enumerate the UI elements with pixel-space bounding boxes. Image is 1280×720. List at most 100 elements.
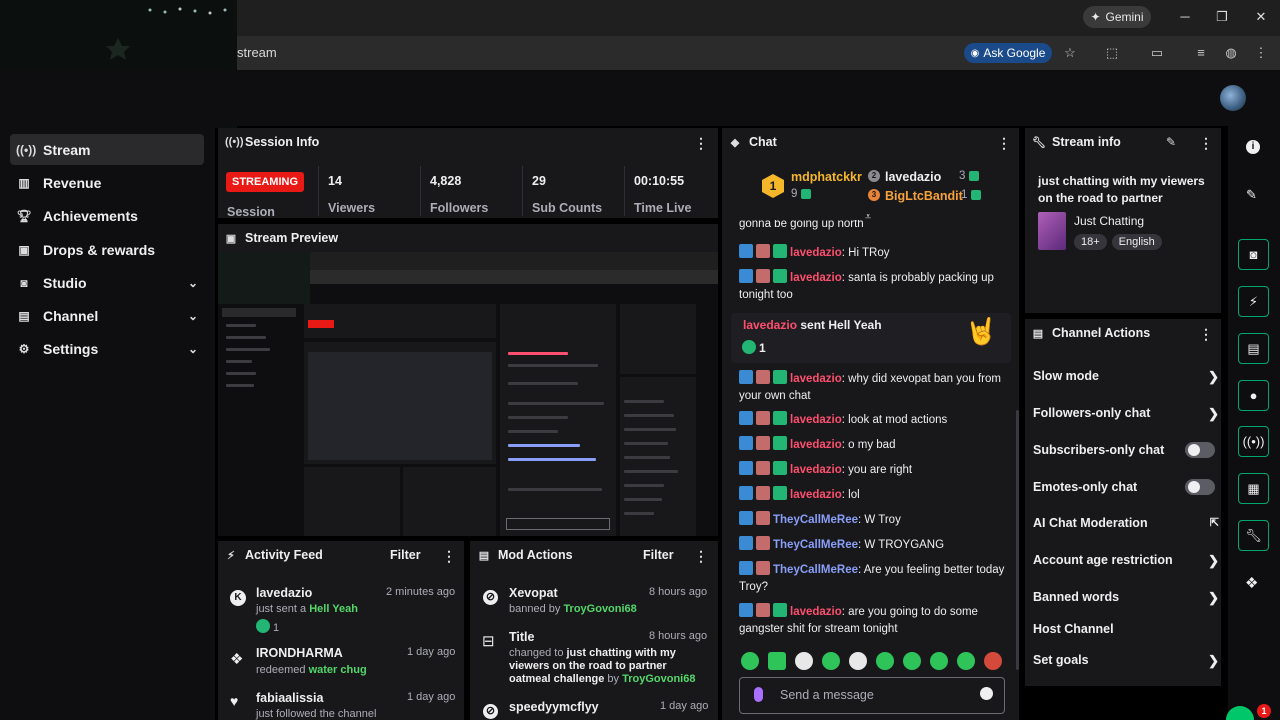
chat-message[interactable]: TheyCallMeRee: Are you feeling better to… [739,561,1015,596]
info-icon[interactable]: i [1246,140,1260,154]
tag-mature[interactable]: 18+ [1074,234,1107,250]
chat-message[interactable]: TheyCallMeRee: W TROYGANG [739,536,1015,554]
chat-scrollbar[interactable] [1016,410,1019,670]
broadcast-button[interactable]: ((•)) [1238,426,1269,457]
emote-icon[interactable] [741,652,759,670]
ask-google-button[interactable]: ◉ Ask Google [964,43,1052,63]
leaderboard-first-name[interactable]: mdphatckkr [791,170,862,184]
minimize-icon[interactable]: ─ [1180,9,1190,24]
reading-list-icon[interactable]: ≡ [1197,45,1205,60]
sidebar-item-achievements[interactable]: 🏆︎ Achievements [10,200,204,231]
sidebar-item-drops[interactable]: ▣ Drops & rewards [10,234,204,265]
emote-icon[interactable] [957,652,975,670]
raid-button[interactable]: ⚡︎ [1238,286,1269,317]
chat-input[interactable] [739,677,1005,714]
browser-menu-icon[interactable]: ⋮ [1254,45,1268,60]
chat-message[interactable]: lavedazio: why did xevopat ban you from … [739,370,1015,405]
emote-icon[interactable] [795,652,813,670]
profile-icon[interactable]: ◍ [1225,45,1237,60]
chat-message[interactable]: lavedazio: lol [739,486,1015,504]
bookmark-star-icon[interactable]: ☆ [1064,45,1076,60]
edit-pencil-icon[interactable]: ✎ [1246,187,1257,202]
mini-ca-line [624,442,668,445]
slow-mode-row[interactable]: Slow mode ❯ [1033,369,1219,384]
emote-icon[interactable] [903,652,921,670]
more-options-icon[interactable]: ⋮ [997,135,1011,151]
more-options-icon[interactable]: ⋮ [1199,326,1213,342]
edit-pencil-icon[interactable]: ✎ [1166,135,1177,149]
add-action-icon[interactable]: ❖ [1245,575,1259,592]
emotes-only-toggle[interactable] [1185,479,1215,495]
more-options-icon[interactable]: ⋮ [694,135,708,151]
feed-item-detail: just sent a Hell Yeah [256,603,358,615]
ai-moderation-row[interactable]: AI Chat Moderation ⇱ [1033,516,1219,530]
emote-icon[interactable] [876,652,894,670]
layout-button[interactable]: ▦ [1238,473,1269,504]
mod-item-name[interactable]: Xevopat [509,586,558,600]
tag-language[interactable]: English [1111,234,1162,250]
account-age-row[interactable]: Account age restriction ❯ [1033,553,1219,568]
gemini-button[interactable]: ✦ Gemini [1083,6,1151,28]
chat-message[interactable]: lavedazio: are you going to do some gang… [739,603,1015,638]
leaderboard-second-name[interactable]: lavedazio [885,170,942,184]
feed-item-name[interactable]: IRONDHARMA [256,646,343,660]
subscribers-only-toggle[interactable] [1185,442,1215,458]
side-panel-icon[interactable]: ▭ [1150,45,1164,60]
og-badge-icon [756,370,770,384]
clip-button[interactable]: ◙ [1238,239,1269,270]
chat-popout-button[interactable]: ● [1238,380,1269,411]
leaderboard-third-name[interactable]: BigLtcBandit [885,189,963,203]
extensions-icon[interactable]: ⬚ [1105,45,1119,60]
more-options-icon[interactable]: ⋮ [1199,135,1213,151]
restore-icon[interactable]: ❐ [1216,9,1228,24]
og-badge-icon [756,411,770,425]
emoji-picker-icon[interactable] [980,687,993,700]
microphone-icon[interactable] [754,687,763,702]
stream-preview-video[interactable] [218,252,718,536]
emote-icon[interactable] [930,652,948,670]
feed-item-name[interactable]: fabiaalissia [256,691,324,705]
mod-item-name[interactable]: speedyymcflyy [509,700,599,714]
category-name[interactable]: Just Chatting [1074,214,1145,228]
activity-filter-button[interactable]: Filter [390,548,421,562]
mod-detail-text: changed to [509,647,567,659]
lightning-icon: ⚡︎ [1248,293,1259,309]
chat-message[interactable]: TheyCallMeRee: W Troy [739,511,1015,529]
sidebar-item-stream[interactable]: ((•)) Stream [10,134,204,165]
address-text[interactable]: stream [237,45,277,60]
mod-item-name[interactable]: Title [509,630,535,644]
sidebar-item-settings[interactable]: ⚙ Settings ⌄ [10,333,204,364]
emote-icon[interactable] [849,652,867,670]
feed-item-name[interactable]: lavedazio [256,586,313,600]
mod-filter-button[interactable]: Filter [643,548,674,562]
sub-count-label: Sub Counts [532,201,603,215]
support-chat-button[interactable] [1226,706,1254,720]
set-goals-row[interactable]: Set goals ❯ [1033,653,1219,668]
chat-message[interactable]: lavedazio: santa is probably packing up … [739,269,1015,304]
gifter-badge-icon [773,269,787,283]
emote-icon[interactable] [768,652,786,670]
close-icon[interactable]: ✕ [1255,9,1267,24]
more-options-icon[interactable]: ⋮ [694,548,708,564]
banned-words-row[interactable]: Banned words ❯ [1033,590,1219,605]
emote-icon[interactable] [822,652,840,670]
followers-only-row[interactable]: Followers-only chat ❯ [1033,406,1219,421]
tools-button[interactable]: 🔧︎ [1238,520,1269,551]
sidebar-item-channel[interactable]: ▤ Channel ⌄ [10,300,204,331]
chart-icon: ▥ [18,175,30,190]
mini-activity-feed [304,467,400,536]
host-channel-row[interactable]: Host Channel [1033,622,1219,636]
chat-username: lavedazio [790,464,842,476]
sidebar-item-studio[interactable]: ◙ Studio ⌄ [10,267,204,298]
chat-message[interactable]: lavedazio: o my bad [739,436,1015,454]
chat-message[interactable]: lavedazio: you are right [739,461,1015,479]
user-avatar[interactable] [1220,85,1246,111]
chat-message[interactable]: lavedazio: Hi TRoy [739,244,1015,262]
collapse-leaderboard-icon[interactable]: ⩡ [865,211,872,223]
notes-button[interactable]: ▤ [1238,333,1269,364]
sidebar-item-revenue[interactable]: ▥ Revenue [10,167,204,198]
emote-icon[interactable] [984,652,1002,670]
more-options-icon[interactable]: ⋮ [442,548,456,564]
feed-item-detail: redeemed water chug [256,664,367,676]
chat-message[interactable]: lavedazio: look at mod actions [739,411,1015,429]
